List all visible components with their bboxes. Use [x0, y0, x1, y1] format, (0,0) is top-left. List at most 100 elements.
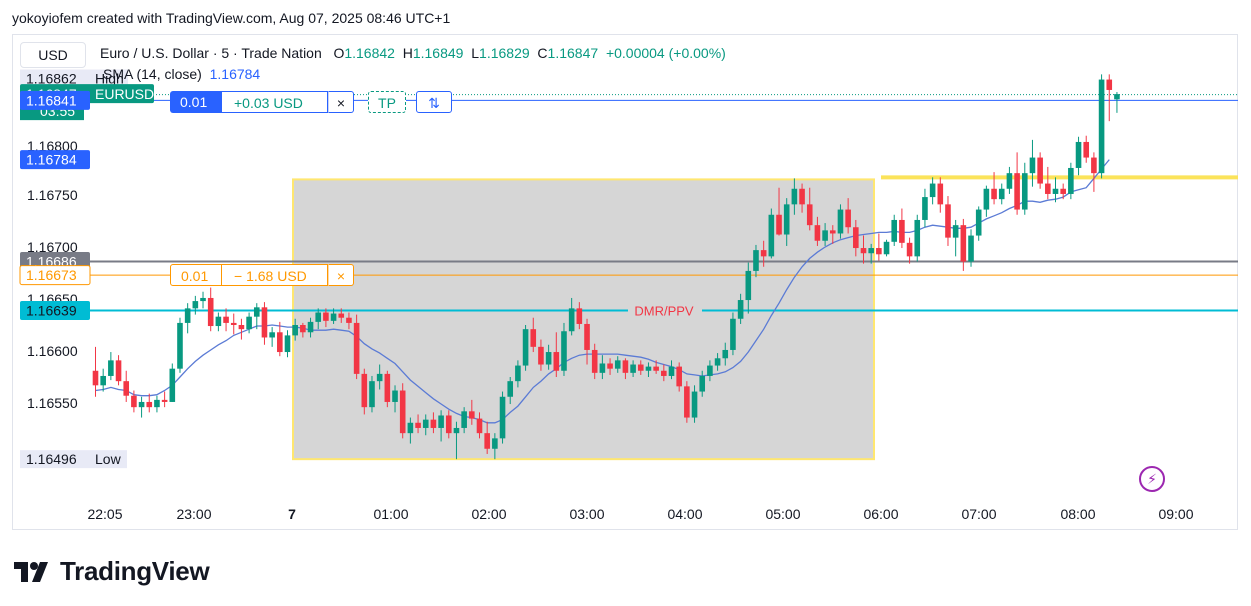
candle-body [968, 235, 974, 262]
candle [1068, 162, 1074, 200]
candle-body [438, 415, 444, 428]
order-pnl[interactable]: − 1.68 USD [222, 264, 328, 286]
tv-logo-icon [14, 561, 48, 582]
position-close-icon[interactable]: × [328, 91, 354, 113]
candle-body [115, 360, 122, 382]
candle [760, 240, 767, 267]
candle-body [399, 390, 406, 434]
candle [261, 302, 268, 345]
currency-button[interactable]: USD [20, 42, 86, 68]
candle-body [753, 250, 759, 271]
candle-body [415, 422, 421, 428]
time-tick-label: 22:05 [87, 506, 122, 522]
candle [161, 391, 168, 408]
dmr-ppv-tag: 1.16639 [20, 300, 90, 320]
candle-body [937, 183, 944, 205]
candle [991, 172, 997, 205]
candle-body [146, 401, 153, 408]
candle-body [945, 204, 951, 238]
candle [975, 206, 982, 241]
candle [776, 187, 782, 236]
candle [315, 308, 322, 330]
candle [691, 385, 698, 423]
candle [945, 196, 951, 246]
candle-body [169, 368, 176, 402]
candle-body [576, 308, 583, 324]
low-price-tag: 1.16496 Low [20, 450, 127, 469]
order-close-icon[interactable]: × [328, 264, 354, 286]
tradingview-logo: TradingView [14, 556, 210, 587]
candle [138, 396, 145, 418]
candle-body [998, 188, 1005, 200]
candle [929, 177, 936, 205]
candle-body [392, 390, 398, 402]
candle [622, 358, 629, 380]
brand-name: TradingView [60, 556, 210, 586]
candle-body [929, 183, 936, 198]
time-tick-label: 08:00 [1060, 506, 1095, 522]
candle-body [338, 313, 345, 318]
lightning-icon[interactable]: ⚡ [1139, 466, 1165, 492]
candle-body [799, 188, 805, 205]
sma-value: 1.16784 [209, 66, 261, 82]
candle-body [791, 188, 798, 205]
candle [207, 287, 214, 332]
candle [530, 317, 537, 353]
sma-price-tag-bg [20, 150, 90, 170]
candle-body [1052, 188, 1059, 194]
take-profit-button[interactable]: TP [368, 91, 406, 113]
candle-body [261, 307, 268, 338]
position-qty[interactable]: 0.01 [170, 91, 222, 113]
candle [499, 391, 506, 444]
candle [108, 352, 114, 381]
candle-body [561, 331, 567, 371]
candle [307, 317, 314, 338]
candle [200, 291, 206, 309]
candle [637, 360, 644, 375]
candle [154, 395, 160, 413]
candle [561, 322, 567, 376]
low-tag-bg [20, 450, 127, 469]
candle-body [492, 438, 498, 449]
candle [476, 412, 483, 439]
reverse-position-icon[interactable]: ⇅ [416, 91, 452, 113]
candle-body [1098, 79, 1105, 174]
candle-body [1060, 188, 1066, 194]
candle-body [300, 325, 306, 333]
candle-body [184, 308, 191, 323]
time-tick-label: 06:00 [863, 506, 898, 522]
candle-body [154, 399, 160, 408]
candle [661, 364, 667, 382]
candle [338, 308, 345, 323]
candle [230, 313, 237, 335]
candle-body [253, 307, 260, 317]
candle-body [707, 365, 713, 376]
candle-body [123, 381, 130, 396]
order-qty[interactable]: 0.01 [170, 264, 222, 286]
candle-body [599, 363, 606, 373]
candle [445, 410, 452, 439]
candle-body [284, 335, 291, 353]
candle-body [806, 204, 813, 226]
candle [453, 421, 460, 460]
candle-body [407, 422, 414, 434]
candle [100, 368, 106, 392]
candle-body [722, 349, 729, 359]
candle [607, 358, 613, 375]
candle [184, 303, 191, 334]
candle-body [1021, 173, 1028, 210]
candle [1091, 152, 1097, 192]
candle-body [1029, 157, 1036, 174]
candle [146, 393, 153, 413]
position-pnl[interactable]: +0.03 USD [222, 91, 328, 113]
candle [814, 216, 821, 246]
candle [822, 223, 828, 246]
candle [1029, 139, 1036, 187]
time-tick-label: 05:00 [765, 506, 800, 522]
candle-body [384, 373, 391, 402]
last-tag-symbol: EURUSD [95, 86, 154, 102]
candle [1037, 152, 1043, 189]
candle-body [207, 297, 214, 327]
candle-body [161, 399, 168, 402]
